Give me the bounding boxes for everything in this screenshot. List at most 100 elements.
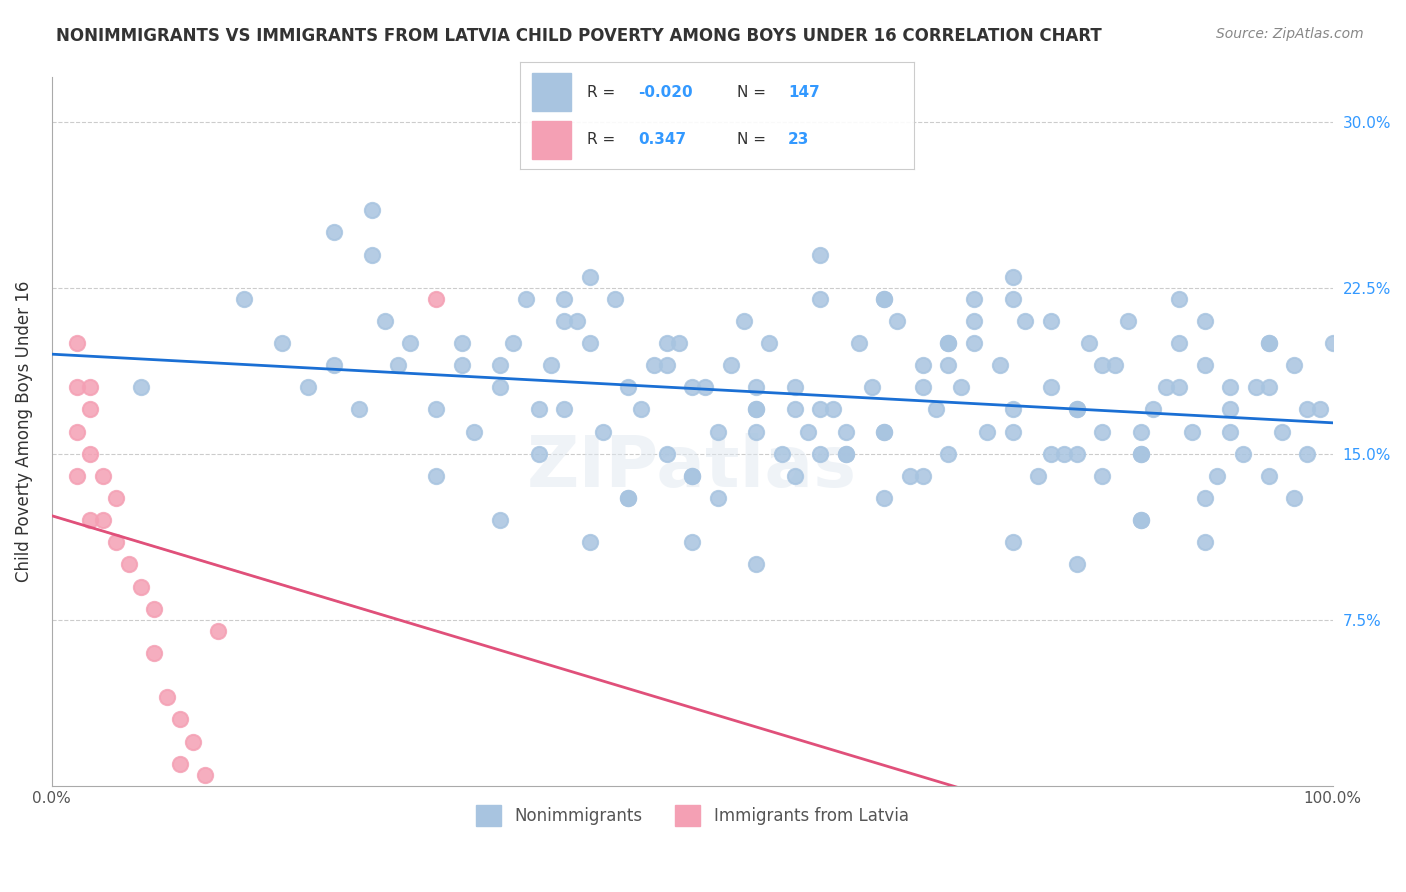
Point — [1066, 402, 1088, 417]
Point — [693, 380, 716, 394]
Point — [1309, 402, 1331, 417]
Point — [1154, 380, 1177, 394]
Point — [605, 292, 627, 306]
Point — [770, 447, 793, 461]
Point — [1296, 447, 1319, 461]
Point — [1091, 425, 1114, 439]
Point — [1014, 314, 1036, 328]
Point — [232, 292, 254, 306]
Point — [1129, 513, 1152, 527]
Point — [425, 292, 447, 306]
Point — [450, 336, 472, 351]
Point — [1091, 469, 1114, 483]
Point — [745, 558, 768, 572]
Point — [66, 469, 89, 483]
Point — [873, 425, 896, 439]
Point — [630, 402, 652, 417]
Point — [578, 535, 600, 549]
Point — [1142, 402, 1164, 417]
Point — [848, 336, 870, 351]
Point — [1116, 314, 1139, 328]
Point — [873, 292, 896, 306]
Point — [681, 469, 703, 483]
Point — [1257, 380, 1279, 394]
Point — [1001, 292, 1024, 306]
Point — [489, 380, 512, 394]
Point — [681, 535, 703, 549]
Point — [169, 756, 191, 771]
Point — [963, 314, 986, 328]
Point — [783, 380, 806, 394]
Point — [463, 425, 485, 439]
Point — [963, 292, 986, 306]
Point — [1129, 425, 1152, 439]
Point — [1296, 402, 1319, 417]
Point — [1257, 469, 1279, 483]
Point — [1039, 380, 1062, 394]
Point — [655, 336, 678, 351]
Point — [578, 269, 600, 284]
Point — [873, 292, 896, 306]
Point — [707, 425, 730, 439]
Point — [1168, 380, 1191, 394]
Point — [450, 358, 472, 372]
Legend: Nonimmigrants, Immigrants from Latvia: Nonimmigrants, Immigrants from Latvia — [467, 797, 917, 834]
Point — [783, 402, 806, 417]
Point — [1129, 513, 1152, 527]
Point — [808, 247, 831, 261]
Point — [681, 469, 703, 483]
Point — [873, 425, 896, 439]
Point — [938, 447, 960, 461]
Point — [104, 491, 127, 505]
Bar — [531, 121, 571, 159]
Point — [950, 380, 973, 394]
Point — [1053, 447, 1076, 461]
Point — [374, 314, 396, 328]
Point — [617, 491, 640, 505]
Point — [271, 336, 294, 351]
Point — [104, 535, 127, 549]
Point — [1244, 380, 1267, 394]
Point — [527, 402, 550, 417]
Point — [553, 292, 575, 306]
Point — [823, 402, 845, 417]
Text: N =: N = — [737, 132, 770, 147]
Point — [553, 402, 575, 417]
Point — [578, 336, 600, 351]
Point — [91, 513, 114, 527]
Point — [835, 447, 858, 461]
Point — [1001, 425, 1024, 439]
Point — [540, 358, 562, 372]
Point — [1206, 469, 1229, 483]
Bar — [531, 73, 571, 111]
Point — [1181, 425, 1204, 439]
Text: NONIMMIGRANTS VS IMMIGRANTS FROM LATVIA CHILD POVERTY AMONG BOYS UNDER 16 CORREL: NONIMMIGRANTS VS IMMIGRANTS FROM LATVIA … — [56, 27, 1102, 45]
Point — [796, 425, 818, 439]
Point — [322, 358, 344, 372]
Point — [361, 203, 384, 218]
Point — [131, 580, 153, 594]
Point — [207, 624, 229, 638]
Point — [1001, 402, 1024, 417]
Point — [643, 358, 665, 372]
Point — [1284, 491, 1306, 505]
Point — [1039, 314, 1062, 328]
Point — [347, 402, 370, 417]
Text: 147: 147 — [787, 85, 820, 100]
Point — [143, 646, 166, 660]
Point — [361, 247, 384, 261]
Point — [156, 690, 179, 705]
Y-axis label: Child Poverty Among Boys Under 16: Child Poverty Among Boys Under 16 — [15, 281, 32, 582]
Point — [808, 447, 831, 461]
Point — [66, 425, 89, 439]
Point — [131, 380, 153, 394]
Point — [489, 513, 512, 527]
Point — [502, 336, 524, 351]
Point — [617, 380, 640, 394]
Point — [143, 601, 166, 615]
Point — [489, 358, 512, 372]
Point — [720, 358, 742, 372]
Point — [911, 358, 934, 372]
Point — [911, 380, 934, 394]
Point — [924, 402, 946, 417]
